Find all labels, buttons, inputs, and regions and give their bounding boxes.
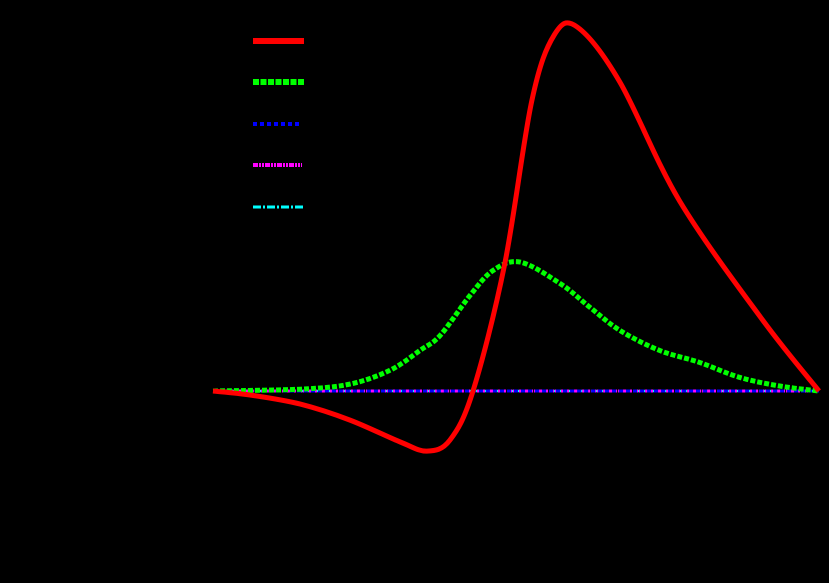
plot-area	[212, 20, 821, 454]
series-line-2	[212, 259, 820, 394]
legend	[253, 38, 304, 209]
series-line-1	[212, 20, 821, 454]
